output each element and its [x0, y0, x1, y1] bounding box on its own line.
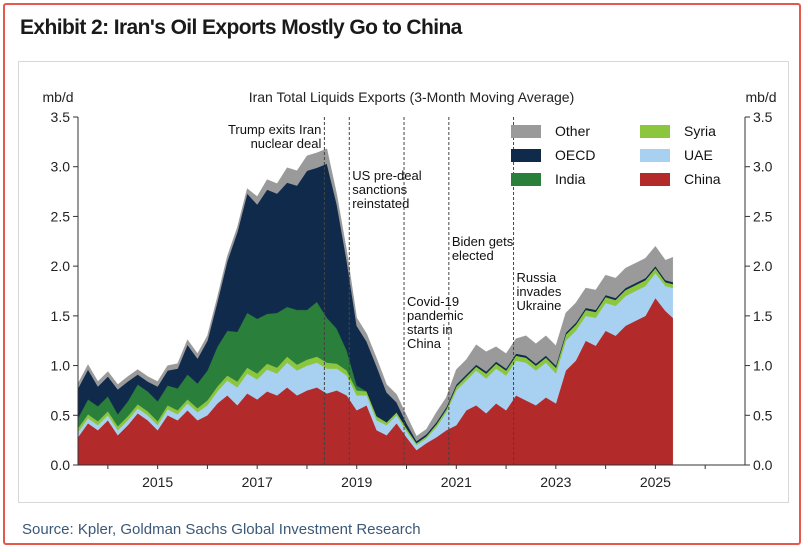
y-tick-label-right: 2.5 [753, 208, 773, 224]
event-label: Trump exits Iran nuclear deal [228, 122, 322, 151]
event-label: Covid-19 pandemic starts in China [407, 294, 464, 351]
legend-label-other: Other [555, 123, 590, 139]
y-tick-label-left: 0.5 [51, 407, 71, 423]
y-tick-label-left: 2.0 [51, 258, 71, 274]
x-tick-label: 2025 [640, 474, 671, 490]
x-tick-label: 2023 [540, 474, 571, 490]
y-tick-label-left: 2.5 [51, 208, 71, 224]
y-axis-left-unit: mb/d [42, 89, 73, 105]
y-tick-label-right: 1.5 [753, 308, 773, 324]
source-note: Source: Kpler, Goldman Sachs Global Inve… [22, 521, 421, 538]
legend-label-china: China [684, 171, 721, 187]
y-tick-label-left: 1.5 [51, 308, 71, 324]
y-tick-label-right: 3.5 [753, 109, 773, 125]
event-label-line: Biden gets [452, 234, 514, 249]
event-label: US pre-deal sanctions reinstated [352, 168, 421, 211]
legend-label-india: India [555, 171, 586, 187]
event-label-line: Trump exits Iran [228, 122, 321, 137]
event-label: Biden gets elected [452, 234, 514, 263]
tick-labels: 0.0 0.0 0.5 0.5 1.0 1.0 1.5 1.5 2.0 2.0 2.5 2.5 3.0 3… [51, 109, 773, 490]
event-label-line: Ukraine [517, 298, 562, 313]
event-label: Russia invades Ukraine [517, 270, 562, 313]
event-label-line: US pre-deal [352, 168, 421, 183]
x-tick-label: 2019 [341, 474, 372, 490]
event-label-line: China [407, 336, 442, 351]
event-label-line: elected [452, 248, 494, 263]
area-series-other [77, 148, 673, 442]
y-tick-label-left: 1.0 [51, 358, 71, 374]
x-tick-label: 2017 [242, 474, 273, 490]
event-label-line: pandemic [407, 308, 464, 323]
event-label-line: sanctions [352, 182, 407, 197]
y-tick-label-right: 2.0 [753, 258, 773, 274]
axes [77, 117, 746, 466]
y-tick-label-right: 0.5 [753, 407, 773, 423]
legend-swatch-oecd [511, 149, 541, 162]
x-tick-label: 2015 [142, 474, 173, 490]
y-axis-right-unit: mb/d [745, 89, 776, 105]
x-tick-label: 2021 [441, 474, 472, 490]
area-layers [77, 148, 673, 466]
legend-label-uae: UAE [684, 147, 713, 163]
y-tick-label-left: 0.0 [51, 457, 71, 473]
event-label-line: Covid-19 [407, 294, 459, 309]
exhibit-title: Exhibit 2: Iran's Oil Exports Mostly Go … [20, 16, 462, 39]
legend-swatch-china [640, 173, 670, 186]
chart-title: Iran Total Liquids Exports (3-Month Movi… [249, 89, 575, 105]
legend-swatch-india [511, 173, 541, 186]
event-label-line: Russia [517, 270, 558, 285]
legend: Other Syria OECD UAE India China [511, 123, 721, 187]
event-label-line: reinstated [352, 196, 409, 211]
chart-panel: Trump exits Iran nuclear deal US pre-deal s… [18, 61, 789, 503]
event-label-line: starts in [407, 322, 453, 337]
legend-swatch-other [511, 125, 541, 138]
y-tick-label-left: 3.5 [51, 109, 71, 125]
event-label-line: nuclear deal [251, 136, 322, 151]
legend-label-oecd: OECD [555, 147, 595, 163]
legend-swatch-syria [640, 125, 670, 138]
y-tick-label-right: 0.0 [753, 457, 773, 473]
event-label-line: invades [517, 284, 562, 299]
legend-swatch-uae [640, 149, 670, 162]
y-tick-label-left: 3.0 [51, 159, 71, 175]
legend-label-syria: Syria [684, 123, 716, 139]
y-tick-label-right: 1.0 [753, 358, 773, 374]
y-tick-label-right: 3.0 [753, 159, 773, 175]
exhibit-frame [3, 3, 801, 545]
